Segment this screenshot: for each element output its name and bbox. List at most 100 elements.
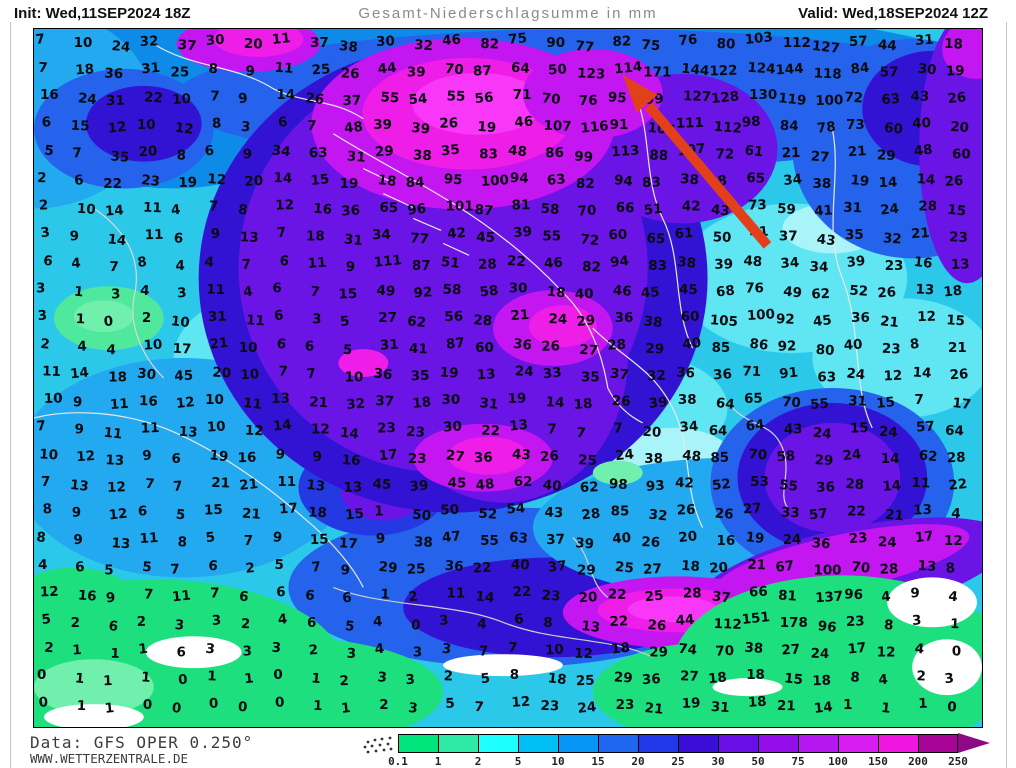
precip-value: 105 [709, 313, 738, 330]
stipple-dot [380, 737, 384, 741]
precip-value: 31 [380, 338, 400, 354]
precip-value: 6 [278, 115, 288, 131]
scale-label: 25 [671, 755, 685, 768]
precip-value: 33 [542, 366, 562, 383]
precip-value: 5 [274, 558, 284, 573]
precip-value: 7 [479, 644, 489, 659]
precip-value: 34 [809, 260, 828, 276]
precip-value: 42 [675, 476, 694, 492]
precip-value: 30 [917, 62, 937, 79]
precip-value: 91 [610, 118, 629, 133]
precip-value: 93 [646, 479, 666, 495]
precip-value: 74 [678, 642, 698, 659]
scale-segment [598, 734, 638, 753]
precip-value: 4 [374, 642, 385, 658]
precip-value: 48 [475, 477, 495, 494]
precip-value: 7 [307, 119, 317, 134]
precip-value: 62 [514, 475, 533, 490]
precip-value: 0 [273, 668, 282, 683]
precip-value: 28 [473, 313, 493, 329]
precip-value: 119 [777, 91, 807, 109]
scale-label: 200 [908, 755, 928, 768]
precip-value: 127 [683, 89, 712, 105]
precip-value: 3 [211, 613, 221, 629]
precip-value: 40 [511, 558, 530, 574]
precip-value: 100 [480, 173, 509, 190]
precipitation-field: 7 10 24 32 37 30 20 11 37 38 30 32 46 82 75 90 77 82 75 76 8… [34, 29, 982, 727]
precip-value: 7 [613, 421, 623, 436]
precip-value: 6 [276, 337, 287, 353]
precip-value: 24 [782, 532, 801, 548]
precip-value: 85 [712, 341, 731, 356]
precip-value: 5 [141, 560, 152, 576]
precip-value: 3 [37, 309, 47, 325]
precip-value: 34 [679, 419, 699, 435]
precip-value: 19 [682, 696, 701, 712]
map-title: Gesamt-Niederschlagsumme in mm [358, 5, 658, 22]
precip-value: 14 [881, 452, 900, 467]
precip-value: 6 [176, 646, 185, 661]
precip-value: 39 [410, 121, 430, 138]
precip-value: 22 [847, 505, 866, 520]
precip-value: 70 [577, 203, 597, 219]
precip-value: 3 [242, 644, 252, 659]
precip-value: 39 [513, 224, 533, 241]
scale-segment [518, 734, 558, 753]
precip-value: 43 [710, 203, 730, 220]
precip-value: 63 [508, 530, 528, 547]
precip-value: 34 [780, 256, 800, 272]
scale-segment [718, 734, 758, 753]
precip-value: 25 [578, 453, 597, 469]
precip-value: 17 [279, 501, 299, 517]
precip-value: 27 [742, 501, 762, 517]
precip-value: 38 [643, 314, 663, 331]
precip-value: 35 [440, 143, 460, 160]
precip-value: 16 [139, 394, 158, 410]
precip-value: 36 [373, 366, 393, 383]
precip-value: 39 [409, 479, 429, 495]
precip-value: 11 [143, 201, 162, 217]
precip-value: 47 [441, 529, 461, 546]
precip-value: 37 [310, 36, 329, 51]
precip-value: 87 [473, 64, 492, 80]
precip-value: 1 [76, 699, 86, 714]
website-label: WWW.WETTERZENTRALE.DE [30, 751, 189, 766]
precip-value: 12 [883, 369, 902, 385]
precip-value: 72 [580, 232, 600, 249]
precip-value: 60 [883, 121, 903, 138]
precip-value: 64 [708, 424, 727, 440]
precip-value: 100 [815, 93, 844, 109]
precip-value: 4 [204, 255, 215, 271]
precip-value: 26 [541, 339, 560, 355]
precip-value: 9 [341, 564, 350, 579]
precip-value: 10 [239, 341, 258, 356]
stipple-dot [366, 750, 370, 754]
precip-value: 15 [850, 421, 869, 437]
precip-value: 46 [612, 284, 632, 300]
precip-value: 24 [846, 366, 866, 383]
precip-value: 3 [111, 287, 121, 302]
precip-value: 23 [885, 259, 904, 274]
precip-value: 0 [275, 695, 285, 711]
precip-value: 20 [244, 174, 264, 190]
precip-value: 40 [542, 478, 562, 495]
precip-value: 18 [944, 37, 963, 53]
precip-value: 36 [851, 311, 870, 326]
precip-value: 50 [440, 503, 459, 519]
precip-value: 31 [343, 232, 363, 249]
precip-value: 76 [579, 94, 598, 110]
precip-value: 16 [717, 534, 736, 549]
precip-value: 1 [843, 698, 852, 713]
precip-value: 94 [610, 254, 630, 271]
precip-value: 9 [72, 395, 82, 411]
scale-segment [438, 734, 478, 753]
precip-value: 14 [69, 366, 89, 383]
precip-value: 50 [548, 62, 568, 78]
precip-value: 15 [338, 287, 357, 303]
precip-value: 11 [307, 256, 327, 272]
precip-value: 24 [810, 647, 829, 663]
precip-value: 4 [170, 203, 181, 219]
precip-value: 28 [879, 562, 898, 578]
precip-value: 29 [613, 670, 633, 686]
precip-value: 11 [109, 397, 129, 413]
